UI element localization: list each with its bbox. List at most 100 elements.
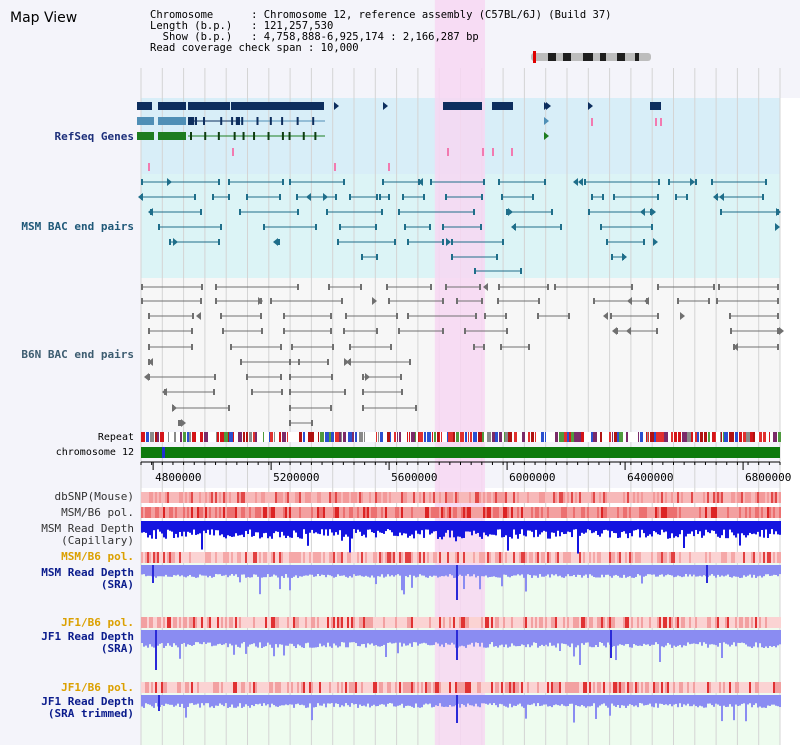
track-label-msm-bac[interactable]: MSM BAC end pairs [21,220,134,233]
track-label-b6n-bac[interactable]: B6N BAC end pairs [21,348,134,361]
msm-depth-sra-bar [351,565,353,578]
msm-bac-pair-end [398,209,400,215]
jf1-b6-pol2-cell [291,682,293,693]
jf1-b6-pol-cell [251,617,253,628]
msm-b6-pol2-cell [577,552,579,563]
jf1-depth-sra-bar [363,630,365,644]
jf1-b6-pol2-cell [221,682,223,693]
jf1-b6-pol2-cell [267,682,269,693]
msm-b6-pol-cell [347,507,349,518]
msm-b6-pol-cell [189,507,191,518]
jf1-b6-pol2-cell [437,682,439,693]
msm-depth-capillary-bar [451,521,453,531]
msm-depth-capillary-bar [315,521,317,533]
jf1-b6-pol-cell [209,617,211,628]
msm-depth-capillary-bar [587,521,589,530]
gene-exon [204,132,207,140]
msm-depth-capillary-bar [423,521,425,538]
jf1-b6-pol2-cell [585,682,587,693]
dbsnp-cell [711,492,713,503]
msm-depth-sra-bar [513,565,515,576]
msm-b6-pol-cell [597,507,599,518]
msm-depth-sra-bar [401,565,403,591]
jf1-b6-pol2-cell [463,682,465,693]
msm-b6-pol-cell [239,507,241,518]
jf1-b6-pol-cell [725,617,727,628]
jf1-depth-sra-bar [453,630,455,645]
jf1-depth-trimmed-bar [163,695,165,706]
msm-bac-pair-end [611,254,613,260]
msm-b6-pol-cell [593,507,595,518]
dbsnp-cell [227,492,229,503]
msm-b6-pol-cell [505,507,507,518]
jf1-depth-sra-bar [427,630,429,645]
msm-depth-capillary-bar [395,521,397,536]
jf1-b6-pol2-cell [561,682,563,693]
b6n-bac-pair-end [345,313,347,319]
jf1-b6-pol-cell [205,617,207,628]
jf1-depth-trimmed-bar [599,695,601,706]
jf1-b6-pol-cell [631,617,633,628]
dbsnp-cell [515,492,517,503]
msm-b6-pol-cell [417,507,419,518]
jf1-b6-pol2-cell [271,682,273,693]
jf1-depth-sra-bar [321,630,323,647]
track-label-refseq[interactable]: RefSeq Genes [54,130,134,143]
b6n-bac-pair-end [332,344,334,350]
jf1-b6-pol2-cell [517,682,519,693]
repeat-element [189,432,191,442]
msm-depth-sra-bar [359,565,361,576]
jf1-b6-pol2-cell [661,682,663,693]
msm-depth-capillary-bar [335,521,337,533]
jf1-depth-sra-bar [519,630,521,647]
repeat-element [180,432,182,442]
jf1-b6-pol-cell [635,617,637,628]
msm-depth-sra-bar [173,565,175,576]
dbsnp-cell [609,492,611,503]
dbsnp-cell [157,492,159,503]
jf1-depth-sra-bar [637,630,639,646]
msm-b6-pol2-cell [503,552,505,563]
msm-b6-pol2-cell [525,552,527,563]
msm-depth-capillary-bar [657,521,659,535]
msm-b6-pol-cell [495,507,497,518]
jf1-b6-pol2-cell [293,682,295,693]
jf1-depth-trimmed-bar [669,695,671,705]
jf1-b6-pol-cell [385,617,387,628]
msm-depth-sra-bar [555,565,557,575]
b6n-bac-pair-end [442,328,444,334]
msm-b6-pol2-cell [717,552,719,563]
jf1-b6-pol2-cell [305,682,307,693]
jf1-b6-pol-cell [503,617,505,628]
repeat-element [535,432,536,442]
jf1-b6-pol-cell [449,617,451,628]
jf1-b6-pol-cell [689,617,691,628]
msm-b6-pol2-cell [451,552,453,563]
jf1-depth-trimmed-bar [715,695,717,704]
jf1-b6-pol2-cell [697,682,699,693]
msm-depth-capillary-bar [605,521,607,530]
jf1-depth-sra-bar [145,630,147,646]
b6n-bac-pair-end [729,313,731,319]
b6n-bac-end-arrow [258,297,263,305]
dbsnp-cell [277,492,279,503]
msm-b6-pol2-cell [279,552,281,563]
jf1-b6-pol-cell [151,617,153,628]
msm-bac-end-arrow [776,208,781,216]
jf1-b6-pol2-cell [663,682,665,693]
dbsnp-cell [581,492,583,503]
msm-depth-sra-bar [477,565,479,576]
jf1-b6-pol-cell [327,617,329,628]
jf1-b6-pol-cell [419,617,421,628]
jf1-b6-pol-cell [161,617,163,628]
jf1-b6-pol-cell [193,617,195,628]
dbsnp-cell [591,492,593,503]
gene-exon [288,132,291,140]
msm-depth-sra-bar [223,565,225,576]
dbsnp-cell [527,492,529,503]
msm-depth-sra-bar [493,565,495,577]
msm-b6-pol2-cell [505,552,507,563]
msm-depth-sra-bar [465,565,467,576]
jf1-depth-trimmed-bar [735,695,737,705]
